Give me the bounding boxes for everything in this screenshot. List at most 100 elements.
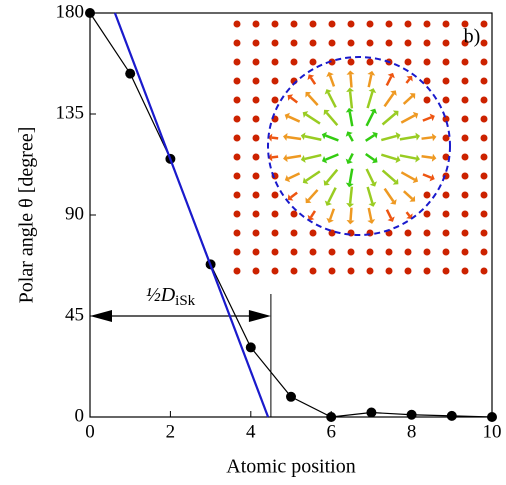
data-point <box>286 391 296 402</box>
spin <box>328 75 336 87</box>
spin <box>348 134 354 142</box>
spin <box>287 94 294 101</box>
spin <box>423 191 431 199</box>
spin <box>233 77 241 85</box>
spin <box>400 114 416 124</box>
spin <box>480 39 488 47</box>
y-tick-label: 45 <box>65 304 84 325</box>
spin <box>252 58 260 66</box>
spin <box>328 20 336 28</box>
spin <box>442 248 450 256</box>
spin <box>347 58 355 66</box>
spin <box>233 229 241 237</box>
y-axis-label: Polar angle θ [degree] <box>16 127 38 304</box>
spin <box>347 39 355 47</box>
spin <box>290 39 298 47</box>
spin <box>461 210 469 218</box>
spin <box>309 248 317 256</box>
spin <box>309 229 317 237</box>
spin <box>480 248 488 256</box>
y-tick-label: 0 <box>75 405 85 426</box>
spin <box>480 267 488 275</box>
spin <box>442 210 450 218</box>
spin <box>309 20 317 28</box>
x-tick-label: 6 <box>326 421 336 442</box>
spin <box>390 199 397 205</box>
spin <box>321 155 328 164</box>
spin <box>385 209 393 219</box>
spin <box>305 197 312 204</box>
spin <box>287 194 294 201</box>
spin <box>287 172 301 180</box>
spin <box>271 191 279 199</box>
spin <box>381 112 397 126</box>
spin <box>252 96 260 104</box>
spin <box>405 211 411 217</box>
spin <box>366 58 374 66</box>
spin <box>271 248 279 256</box>
spin <box>404 39 412 47</box>
spin <box>480 134 488 142</box>
spin <box>271 20 279 28</box>
spin <box>480 172 488 180</box>
spin <box>267 153 273 162</box>
y-tick-label: 135 <box>56 102 85 123</box>
data-point <box>366 407 377 418</box>
spin <box>385 75 393 87</box>
spin <box>369 108 378 114</box>
spin <box>385 39 393 47</box>
spin <box>395 132 401 140</box>
spin <box>405 78 411 84</box>
spin <box>392 178 399 185</box>
series-line <box>113 12 270 418</box>
spin <box>366 248 374 256</box>
panel-label: b) <box>464 26 481 48</box>
spin <box>385 248 393 256</box>
spin <box>290 210 298 218</box>
spin <box>404 20 412 28</box>
spin <box>271 155 279 159</box>
spin <box>372 131 378 139</box>
spin <box>461 153 469 161</box>
spin <box>349 207 353 221</box>
spin <box>387 216 395 222</box>
spin <box>400 171 416 181</box>
spin <box>480 96 488 104</box>
spin <box>365 152 375 162</box>
spin <box>271 58 279 66</box>
spin <box>423 58 431 66</box>
data-point <box>245 342 256 353</box>
spin <box>402 95 414 105</box>
x-tick-label: 2 <box>166 421 176 442</box>
spin <box>409 195 416 202</box>
data-point <box>85 8 95 18</box>
spin <box>328 248 336 256</box>
data-point <box>326 412 337 422</box>
spin <box>461 77 469 85</box>
spin <box>252 248 260 256</box>
spin <box>309 39 317 47</box>
spin <box>404 58 412 66</box>
spin <box>461 191 469 199</box>
spin <box>323 179 330 186</box>
spin <box>252 153 260 161</box>
spin <box>442 134 450 142</box>
spin <box>328 267 336 275</box>
spin <box>325 111 339 127</box>
spin <box>286 135 302 141</box>
spin <box>461 58 469 66</box>
spin <box>252 77 260 85</box>
spin <box>480 229 488 237</box>
spin <box>480 115 488 123</box>
spin <box>421 136 433 140</box>
spin <box>233 20 241 28</box>
spin <box>252 210 260 218</box>
spin <box>480 77 488 85</box>
spin <box>290 58 298 66</box>
spin <box>480 153 488 161</box>
spin <box>252 191 260 199</box>
data-point <box>487 412 497 422</box>
spin <box>429 113 435 122</box>
spin <box>442 191 450 199</box>
spin <box>480 20 488 28</box>
